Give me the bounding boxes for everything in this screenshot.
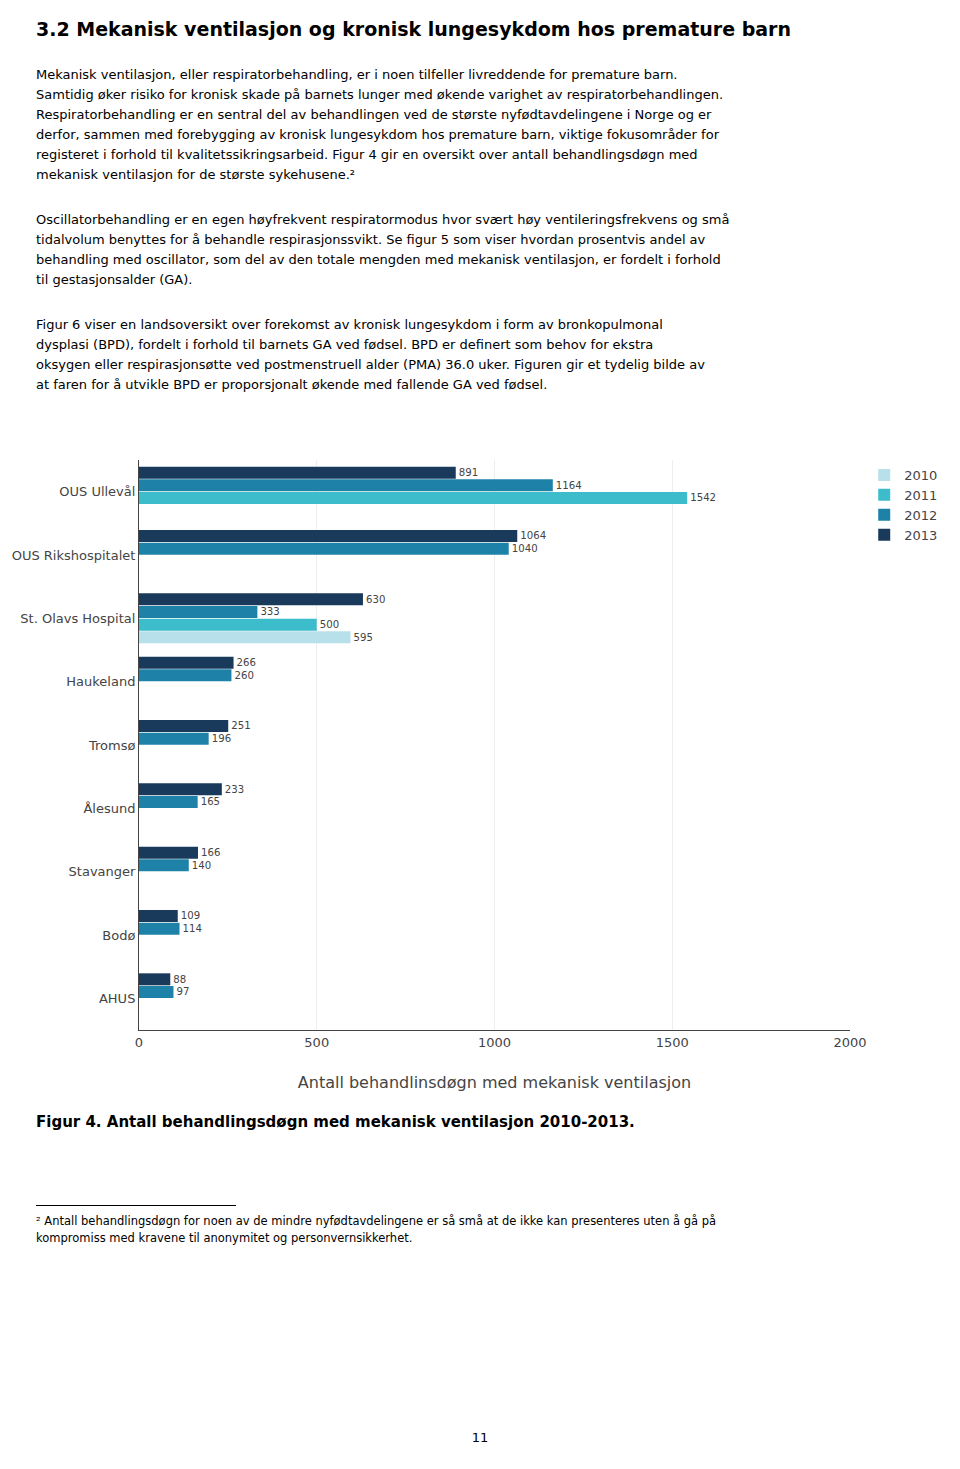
svg-text:630: 630 <box>366 594 385 605</box>
html-text:Oscillatorbehandling er en ege: Oscillatorbehandling er en egen høyfrekv… <box>36 212 730 227</box>
svg-text:Antall behandlinsdøgn med meka: Antall behandlinsdøgn med mekanisk venti… <box>298 1073 691 1092</box>
svg-text:333: 333 <box>260 606 279 617</box>
svg-text:166: 166 <box>201 847 220 858</box>
svg-text:Bodø: Bodø <box>102 928 135 943</box>
html-text:til gestasjonsalder (GA).: til gestasjonsalder (GA). <box>36 272 193 287</box>
svg-text:OUS Ullevål: OUS Ullevål <box>59 484 135 499</box>
svg-text:500: 500 <box>304 1035 329 1050</box>
html-text:Mekanisk ventilasjon, eller re: Mekanisk ventilasjon, eller respiratorbe… <box>36 67 678 82</box>
svg-text:Ålesund: Ålesund <box>83 801 135 816</box>
svg-text:109: 109 <box>181 910 200 921</box>
svg-text:1542: 1542 <box>690 492 716 503</box>
svg-text:266: 266 <box>237 657 256 668</box>
html-text:Samtidig øker risiko for kroni: Samtidig øker risiko for kronisk skade p… <box>36 87 724 102</box>
html-text:mekanisk ventilasjon for de st: mekanisk ventilasjon for de største syke… <box>36 167 356 182</box>
svg-text:OUS Rikshospitalet: OUS Rikshospitalet <box>12 548 136 563</box>
svg-text:AHUS: AHUS <box>99 991 135 1006</box>
svg-text:260: 260 <box>234 670 253 681</box>
svg-text:0: 0 <box>135 1035 143 1050</box>
svg-text:251: 251 <box>231 720 250 731</box>
html-text:Figur 4. Antall behandlingsdøg: Figur 4. Antall behandlingsdøgn med meka… <box>36 1113 635 1131</box>
svg-text:St. Olavs Hospital: St. Olavs Hospital <box>20 611 135 626</box>
svg-text:196: 196 <box>212 733 231 744</box>
svg-text:2013: 2013 <box>904 528 937 543</box>
svg-text:1040: 1040 <box>512 543 538 554</box>
html-text:Figur 6 viser en landsoversikt: Figur 6 viser en landsoversikt over fore… <box>36 317 663 332</box>
svg-text:891: 891 <box>459 467 478 478</box>
html-text:3.2 Mekanisk ventilasjon og kr: 3.2 Mekanisk ventilasjon og kronisk lung… <box>36 18 791 40</box>
svg-text:1164: 1164 <box>556 480 582 491</box>
svg-text:Stavanger: Stavanger <box>69 864 136 879</box>
html-text:Respiratorbehandling er en sen: Respiratorbehandling er en sentral del a… <box>36 107 712 122</box>
svg-text:2012: 2012 <box>904 508 937 523</box>
html-text:tidalvolum benyttes for å beha: tidalvolum benyttes for å behandle respi… <box>36 232 706 247</box>
html-text:derfor, sammen med forebygging: derfor, sammen med forebygging av kronis… <box>36 127 719 142</box>
svg-text:2000: 2000 <box>833 1035 866 1050</box>
svg-text:2011: 2011 <box>904 488 937 503</box>
svg-text:140: 140 <box>192 860 211 871</box>
svg-text:165: 165 <box>201 796 220 807</box>
html-text:behandling med oscillator, som: behandling med oscillator, som del av de… <box>36 252 721 267</box>
html-text:dysplasi (BPD), fordelt i forh: dysplasi (BPD), fordelt i forhold til ba… <box>36 337 654 352</box>
html-text:at faren for å utvikle BPD er: at faren for å utvikle BPD er proporsjon… <box>36 377 548 392</box>
svg-text:233: 233 <box>225 784 244 795</box>
svg-text:1064: 1064 <box>520 530 546 541</box>
html-text:11: 11 <box>471 1430 489 1445</box>
html-text:² Antall behandlingsdøgn for n: ² Antall behandlingsdøgn for noen av de … <box>36 1214 717 1228</box>
svg-text:Tromsø: Tromsø <box>88 738 135 753</box>
svg-text:Haukeland: Haukeland <box>66 674 135 689</box>
svg-text:500: 500 <box>320 619 339 630</box>
svg-text:1500: 1500 <box>656 1035 689 1050</box>
svg-text:114: 114 <box>183 923 202 934</box>
html-text:oksygen eller respirasjonsøtte: oksygen eller respirasjonsøtte ved postm… <box>36 357 705 372</box>
html-text:registeret i forhold til kvali: registeret i forhold til kvalitetssikrin… <box>36 147 698 162</box>
svg-text:1000: 1000 <box>478 1035 511 1050</box>
svg-text:2010: 2010 <box>904 468 937 483</box>
html-text:kompromiss med kravene til ano: kompromiss med kravene til anonymitet og… <box>36 1231 413 1245</box>
svg-text:88: 88 <box>173 974 186 985</box>
svg-text:97: 97 <box>176 986 189 997</box>
svg-text:595: 595 <box>354 632 373 643</box>
